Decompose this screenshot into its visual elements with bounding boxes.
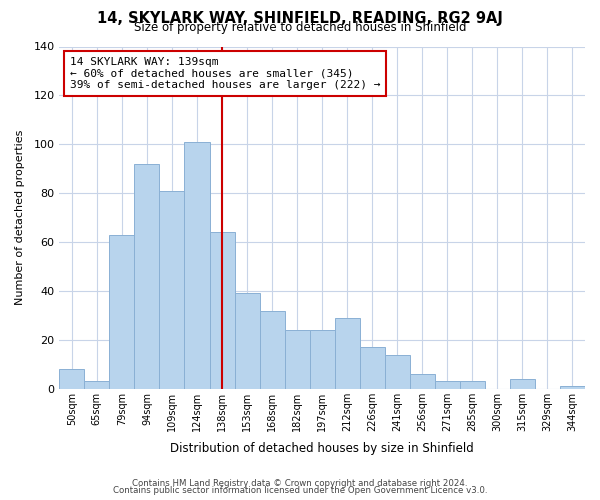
Bar <box>59 369 85 388</box>
Bar <box>184 142 209 388</box>
Bar <box>109 234 134 388</box>
Bar <box>460 382 485 388</box>
Bar <box>560 386 585 388</box>
Bar <box>260 310 284 388</box>
Bar <box>85 382 109 388</box>
Bar <box>160 190 184 388</box>
Bar <box>385 354 410 388</box>
Bar <box>410 374 435 388</box>
Bar <box>435 382 460 388</box>
Text: Contains public sector information licensed under the Open Government Licence v3: Contains public sector information licen… <box>113 486 487 495</box>
Bar <box>335 318 360 388</box>
Text: 14, SKYLARK WAY, SHINFIELD, READING, RG2 9AJ: 14, SKYLARK WAY, SHINFIELD, READING, RG2… <box>97 11 503 26</box>
Bar <box>284 330 310 388</box>
Bar <box>134 164 160 388</box>
Bar <box>235 294 260 388</box>
Text: 14 SKYLARK WAY: 139sqm
← 60% of detached houses are smaller (345)
39% of semi-de: 14 SKYLARK WAY: 139sqm ← 60% of detached… <box>70 57 380 90</box>
Bar <box>310 330 335 388</box>
Bar <box>360 347 385 389</box>
Bar <box>209 232 235 388</box>
Bar <box>510 379 535 388</box>
Text: Contains HM Land Registry data © Crown copyright and database right 2024.: Contains HM Land Registry data © Crown c… <box>132 478 468 488</box>
Y-axis label: Number of detached properties: Number of detached properties <box>15 130 25 306</box>
X-axis label: Distribution of detached houses by size in Shinfield: Distribution of detached houses by size … <box>170 442 474 455</box>
Text: Size of property relative to detached houses in Shinfield: Size of property relative to detached ho… <box>134 22 466 35</box>
